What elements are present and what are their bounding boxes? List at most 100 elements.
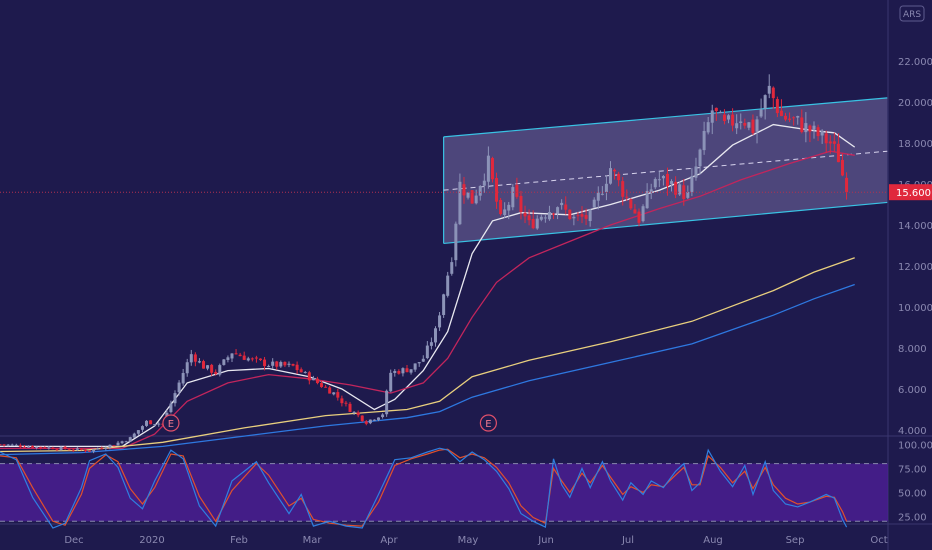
stochastic-tick-label: 25.00 <box>898 513 927 524</box>
candlesticks <box>0 74 849 454</box>
candle-body <box>812 125 816 130</box>
candle-body <box>690 176 694 192</box>
candle-body <box>267 366 271 368</box>
channel-upper-line[interactable] <box>443 97 888 138</box>
candle-body <box>771 87 775 99</box>
candle-body <box>332 392 336 395</box>
candle-body <box>55 449 59 451</box>
time-tick-label: Oct <box>870 535 887 546</box>
candle-body <box>67 449 71 451</box>
candle-body <box>136 430 140 434</box>
candle-body <box>22 446 26 448</box>
candle-body <box>120 441 124 444</box>
candle-body <box>784 115 788 120</box>
candle-body <box>604 183 608 193</box>
candle-body <box>661 176 665 179</box>
candle-body <box>242 355 246 360</box>
earnings-event-marker[interactable]: E <box>162 414 180 432</box>
event-marker-circle <box>479 414 497 432</box>
candle-body <box>6 444 10 446</box>
candle-body <box>486 155 490 182</box>
candle-body <box>31 446 35 448</box>
candle-body <box>405 368 409 373</box>
candle-body <box>287 363 291 365</box>
candle-body <box>592 199 596 208</box>
candle-body <box>824 133 828 144</box>
candle-body <box>140 426 144 430</box>
event-marker-circle <box>162 414 180 432</box>
stochastic-tick-label: 50.00 <box>898 488 927 499</box>
time-axis[interactable]: Dec 2020 Feb Mar Apr May Jun Jul Aug Sep Oct <box>64 535 887 546</box>
channel-lower-line[interactable] <box>443 201 888 245</box>
candle-body <box>560 202 564 206</box>
candle-body <box>531 218 535 229</box>
candle-body <box>755 119 759 132</box>
parallel-channel[interactable] <box>443 97 888 245</box>
candle-body <box>360 415 364 421</box>
candle-body <box>75 448 79 450</box>
candle-body <box>234 353 238 355</box>
candle-body <box>495 178 499 202</box>
candle-body <box>576 215 580 217</box>
candle-body <box>157 423 161 425</box>
candle-body <box>543 217 547 219</box>
stochastic-d-line <box>0 448 848 527</box>
candle-body <box>739 121 743 123</box>
candle-body <box>779 110 783 117</box>
currency-badge-label: ARS <box>903 10 921 20</box>
candle-body <box>348 403 352 412</box>
candle-body <box>568 209 572 220</box>
candle-body <box>515 184 519 197</box>
candle-body <box>670 181 674 185</box>
candle-body <box>104 447 108 449</box>
earnings-event-marker[interactable]: E <box>479 414 497 432</box>
price-axis[interactable]: 4.0006.0008.00010.00012.00014.00016.0001… <box>898 57 932 437</box>
candle-body <box>625 196 629 198</box>
candle-body <box>446 275 450 296</box>
candle-body <box>706 122 710 133</box>
candle-body <box>173 393 177 404</box>
candle-body <box>63 446 67 450</box>
candle-body <box>580 214 584 217</box>
candle-body <box>385 390 389 415</box>
candle-body <box>539 216 543 220</box>
moving-average-ma_long <box>0 283 855 456</box>
candle-body <box>600 193 604 195</box>
candle-body <box>649 189 653 193</box>
currency-badge[interactable]: ARS <box>899 5 925 22</box>
candle-body <box>735 123 739 129</box>
candle-body <box>438 315 442 328</box>
candle-body <box>14 444 18 446</box>
candle-body <box>722 114 726 121</box>
candle-body <box>344 402 348 404</box>
candle-body <box>26 446 30 448</box>
candle-body <box>377 417 381 420</box>
candle-body <box>409 369 413 373</box>
candle-body <box>523 212 527 217</box>
candle-body <box>466 192 470 198</box>
candle-body <box>336 392 340 398</box>
moving-average-ma_slow <box>0 257 855 453</box>
stochastic-axis[interactable]: 25.00 50.00 75.00 100.00 <box>898 440 932 523</box>
price-tick-label: 20.000 <box>898 98 932 109</box>
candle-body <box>291 363 295 366</box>
candle-body <box>637 211 641 223</box>
last-price-box <box>889 184 932 201</box>
price-tick-label: 4.000 <box>898 426 927 437</box>
candle-body <box>702 130 706 151</box>
candle-body <box>425 345 429 359</box>
candle-body <box>283 361 287 366</box>
candle-body <box>340 398 344 404</box>
candle-body <box>527 215 531 221</box>
candle-body <box>767 85 771 94</box>
last-price-label: 15.600 <box>896 188 931 199</box>
candle-body <box>295 364 299 371</box>
candle-body <box>686 192 690 198</box>
candle-body <box>79 448 83 450</box>
candle-body <box>413 363 417 370</box>
candle-body <box>311 378 315 381</box>
candle-body <box>10 444 14 446</box>
